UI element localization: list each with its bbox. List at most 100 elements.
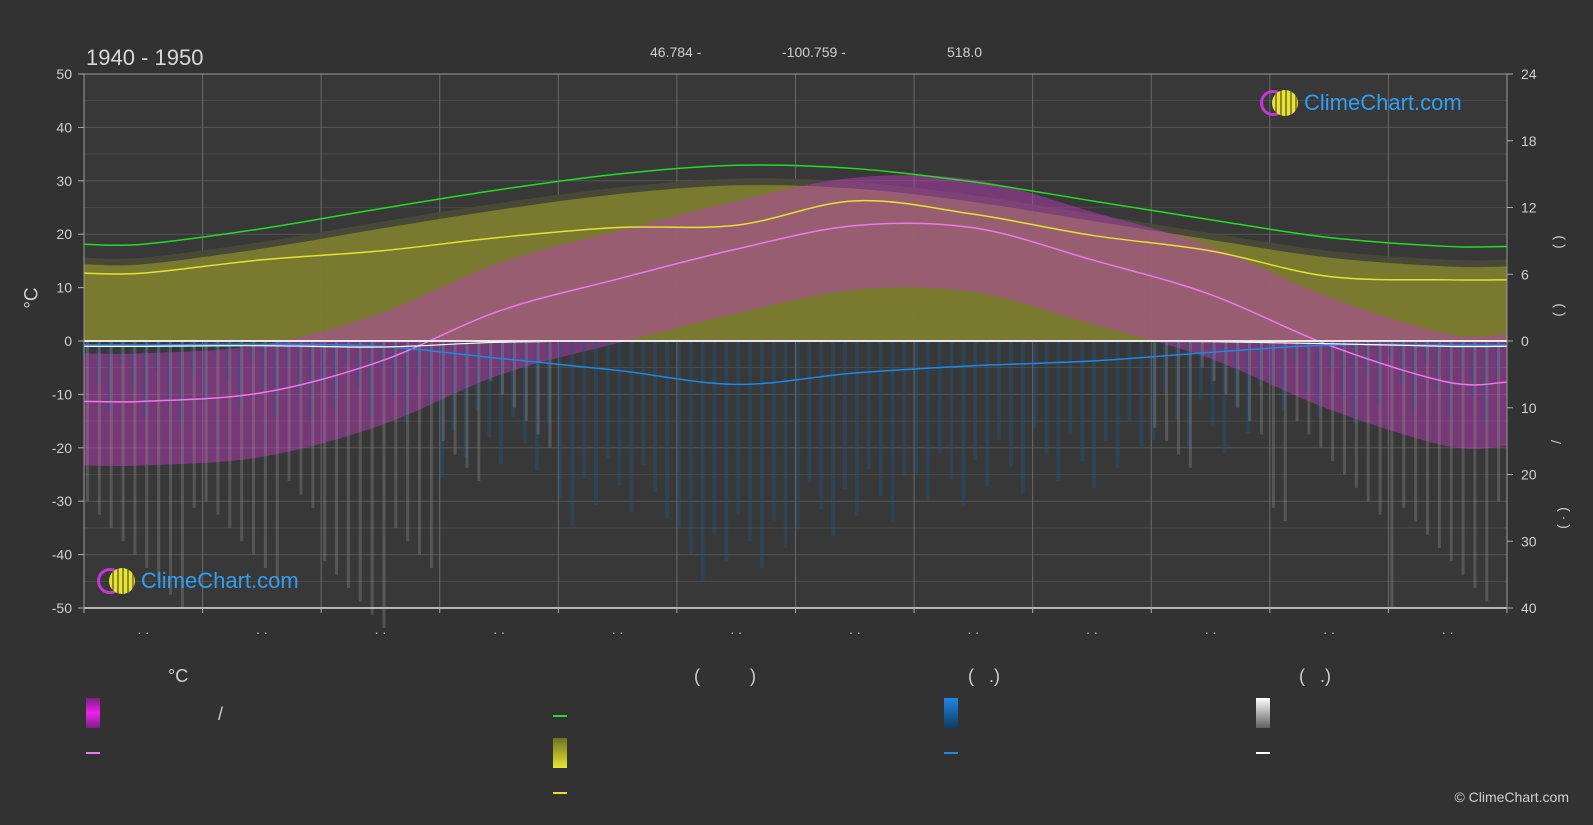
- x-tick-label: . .: [612, 621, 624, 637]
- rain-bar: [131, 341, 136, 391]
- temperature-range-band: [84, 175, 1507, 467]
- rain-bar: [653, 341, 658, 492]
- rain-bar: [1317, 341, 1322, 418]
- rain-bar: [1080, 341, 1085, 462]
- legend-swatch-snow: [1256, 698, 1270, 728]
- rain-bar: [925, 341, 930, 500]
- rain-bar: [1008, 341, 1013, 467]
- snow-bar: [1295, 341, 1299, 422]
- rain-bar: [854, 341, 859, 516]
- snow-bar: [192, 341, 196, 508]
- rain-bar: [416, 341, 421, 376]
- rain-bar: [344, 341, 349, 363]
- rain-bar: [1305, 341, 1310, 391]
- snow-bar: [1236, 341, 1240, 408]
- rain-bar: [807, 341, 812, 483]
- rain-bar: [1103, 341, 1108, 442]
- rain-bar: [997, 341, 1002, 440]
- snow-bar: [1307, 341, 1311, 435]
- snow-bar: [548, 341, 552, 448]
- rain-bar: [1329, 341, 1334, 371]
- snow-bar: [86, 341, 89, 502]
- period-title: 1940 - 1950: [86, 45, 204, 70]
- snow-bar: [252, 341, 256, 555]
- snow-bar: [1259, 341, 1263, 435]
- rain-bar: [261, 341, 266, 388]
- rain-bar: [665, 341, 670, 519]
- snow-bar: [180, 341, 184, 608]
- snow-bar: [121, 341, 125, 542]
- right-bottom-tick-label: 10: [1521, 400, 1537, 416]
- rain-bar: [688, 341, 693, 555]
- rain-bar: [250, 341, 255, 362]
- left-tick-label: 40: [56, 119, 72, 135]
- rain-bar: [1222, 341, 1227, 454]
- rain-bar: [1340, 341, 1345, 398]
- x-tick-label: . .: [256, 621, 268, 637]
- rain-bar: [1174, 341, 1179, 420]
- right-top-tick-label: 6: [1521, 266, 1529, 282]
- snow-bar: [133, 341, 137, 555]
- right-axis-glyph: ( ): [1552, 235, 1569, 249]
- rain-bar: [985, 341, 990, 487]
- left-tick-label: 0: [64, 333, 72, 349]
- right-axis-glyph: ( ): [1552, 303, 1569, 317]
- legend-header-snow: ( .): [1299, 666, 1331, 686]
- rain-bar: [582, 341, 587, 479]
- snow-bar: [1366, 341, 1370, 502]
- rain-bar: [1483, 341, 1488, 424]
- rain-bar: [973, 341, 978, 460]
- rain-bar: [1198, 341, 1203, 400]
- snow-bar: [169, 341, 173, 595]
- legend-header-rain: ( .): [968, 666, 1000, 686]
- rain-bar: [712, 341, 717, 535]
- legend-swatch-temp-mean: [86, 752, 100, 754]
- snow-bar: [477, 341, 481, 482]
- logo-top[interactable]: ClimeChart.com: [1260, 90, 1462, 116]
- legend-header-temperature: °C: [168, 666, 189, 686]
- left-axis-label: °C: [21, 287, 43, 309]
- legend-swatch-rain: [944, 698, 958, 728]
- right-bottom-tick-label: 30: [1521, 533, 1537, 549]
- rain-bar: [1068, 341, 1073, 435]
- rain-bar: [878, 341, 883, 496]
- snow-bar: [406, 341, 410, 542]
- rain-bar: [427, 341, 432, 403]
- snow-bar: [275, 341, 279, 582]
- logo-sun-icon: [1272, 90, 1298, 116]
- rain-bar: [1127, 341, 1132, 422]
- rain-bar: [155, 341, 160, 371]
- snow-bar: [204, 341, 208, 502]
- rain-bar: [178, 341, 183, 424]
- snow-bar: [1473, 341, 1477, 588]
- rain-bar: [143, 341, 148, 418]
- left-tick-label: -50: [52, 600, 72, 616]
- rain-bar: [1352, 341, 1357, 424]
- logo-bottom[interactable]: ClimeChart.com: [97, 568, 299, 594]
- rain-bar: [167, 341, 172, 398]
- rain-bar: [321, 341, 326, 383]
- rain-bar: [522, 341, 527, 444]
- snow-bar: [228, 341, 232, 528]
- snow-bar: [1414, 341, 1418, 522]
- right-top-tick-label: 12: [1521, 200, 1537, 216]
- rain-bar: [1495, 341, 1500, 378]
- x-tick-label: . .: [493, 621, 505, 637]
- rain-bar: [107, 341, 112, 411]
- rain-bar: [356, 341, 361, 390]
- rain-bar: [1151, 341, 1156, 440]
- right-bottom-tick-label: 20: [1521, 467, 1537, 483]
- rain-bar: [404, 341, 409, 423]
- rain-bar: [605, 341, 610, 459]
- rain-bar: [890, 341, 895, 523]
- snow-bar: [1378, 341, 1382, 515]
- rain-bar: [499, 341, 504, 464]
- legend-header-daylight: ( ): [694, 666, 756, 686]
- x-tick-label: . .: [849, 621, 861, 637]
- rain-bar: [1447, 341, 1452, 418]
- rain-bar: [819, 341, 824, 510]
- snow-bar: [1188, 341, 1192, 468]
- rain-bar: [902, 341, 907, 476]
- rain-bar: [1269, 341, 1274, 384]
- rain-bar: [558, 341, 563, 499]
